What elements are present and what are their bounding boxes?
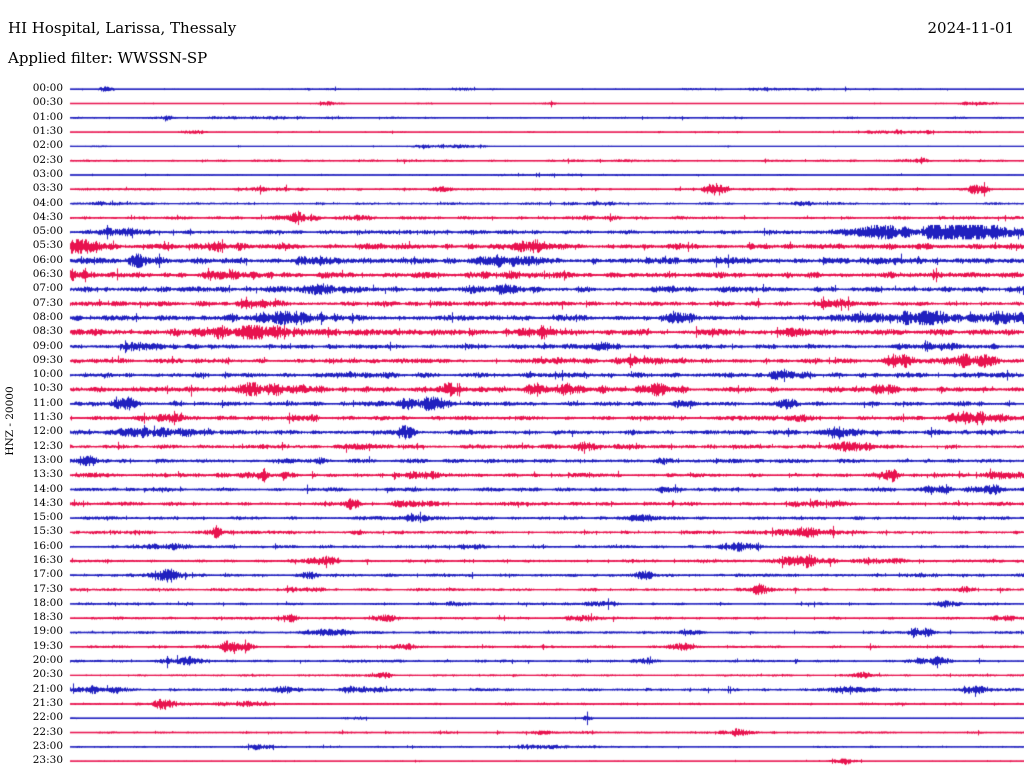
time-label: 14:00 <box>32 482 63 495</box>
time-label: 23:30 <box>32 754 63 767</box>
time-label: 18:30 <box>32 611 63 624</box>
time-label: 07:00 <box>32 282 63 295</box>
time-label: 17:30 <box>32 582 63 595</box>
time-label: 04:30 <box>32 210 63 223</box>
time-label: 18:00 <box>32 596 63 609</box>
time-label: 00:00 <box>32 82 63 95</box>
time-label: 04:00 <box>32 196 63 209</box>
time-label: 13:30 <box>32 468 63 481</box>
time-label: 20:30 <box>32 668 63 681</box>
time-label: 15:00 <box>32 511 63 524</box>
time-label: 05:30 <box>32 239 63 252</box>
time-label: 15:30 <box>32 525 63 538</box>
time-label: 10:00 <box>32 368 63 381</box>
time-label: 08:30 <box>32 325 63 338</box>
time-label: 13:00 <box>32 453 63 466</box>
time-label: 03:30 <box>32 182 63 195</box>
time-label: 08:00 <box>32 310 63 323</box>
time-label: 12:30 <box>32 439 63 452</box>
time-label: 21:30 <box>32 696 63 709</box>
time-label: 02:00 <box>32 139 63 152</box>
time-label: 20:00 <box>32 654 63 667</box>
time-label: 09:30 <box>32 353 63 366</box>
time-label: 11:30 <box>32 411 63 424</box>
time-label: 22:00 <box>32 711 63 724</box>
time-label: 01:30 <box>32 125 63 138</box>
time-label: 06:00 <box>32 253 63 266</box>
time-label: 09:00 <box>32 339 63 352</box>
time-label: 03:00 <box>32 167 63 180</box>
time-label: 19:00 <box>32 625 63 638</box>
time-label: 19:30 <box>32 639 63 652</box>
time-label: 16:30 <box>32 554 63 566</box>
time-label: 23:00 <box>32 739 63 752</box>
time-label: 05:00 <box>32 225 63 238</box>
time-label: 17:00 <box>32 568 63 581</box>
time-label: 21:00 <box>32 682 63 695</box>
time-label: 01:00 <box>32 110 63 123</box>
time-label: 06:30 <box>32 268 63 281</box>
time-label: 02:30 <box>32 153 63 166</box>
time-label: 22:30 <box>32 725 63 738</box>
time-label: 14:30 <box>32 496 63 509</box>
time-label: 10:30 <box>32 382 63 395</box>
time-label: 07:30 <box>32 296 63 309</box>
time-label: 11:00 <box>32 396 63 409</box>
time-label: 00:30 <box>32 96 63 109</box>
time-label: 12:00 <box>32 425 63 438</box>
time-label: 16:00 <box>32 539 63 552</box>
